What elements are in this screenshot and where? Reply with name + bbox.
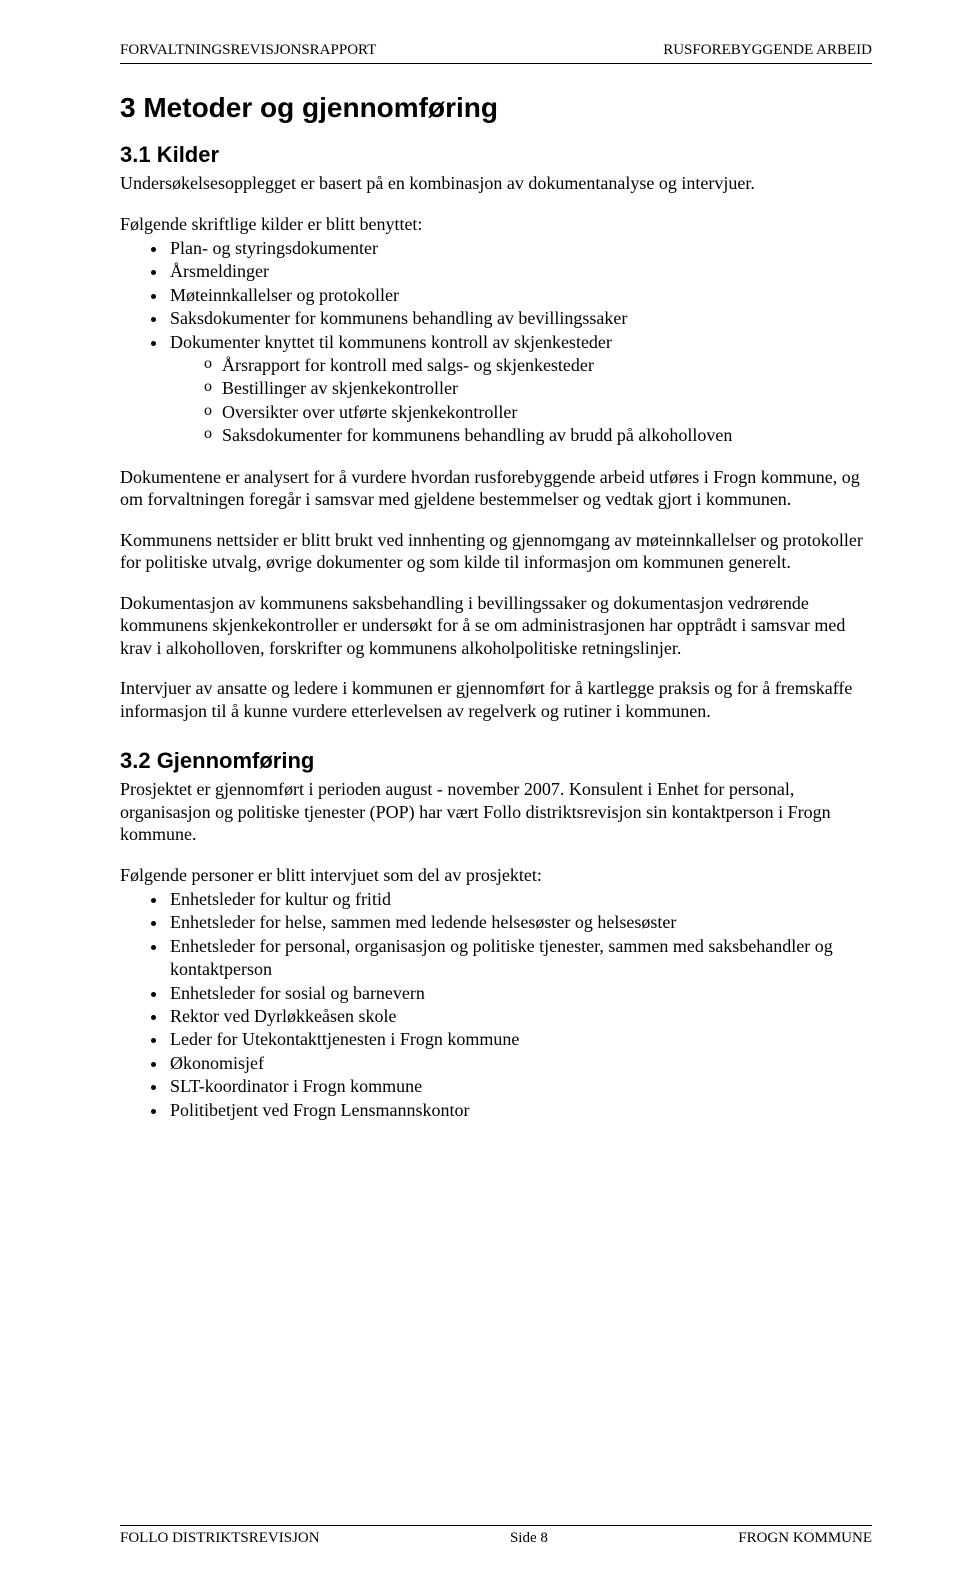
section-title: 3 Metoder og gjennomføring <box>120 92 872 124</box>
sources-lead: Følgende skriftlige kilder er blitt beny… <box>120 213 872 236</box>
running-header: FORVALTNINGSREVISJONSRAPPORT RUSFOREBYGG… <box>120 42 872 64</box>
list-item-text: Oversikter over utførte skjenkekontrolle… <box>222 402 517 422</box>
list-item-text: Årsmeldinger <box>170 261 269 281</box>
list-item-text: Økonomisjef <box>170 1053 264 1073</box>
list-item: Rektor ved Dyrløkkeåsen skole <box>168 1005 872 1028</box>
list-item: Økonomisjef <box>168 1052 872 1075</box>
paragraph-intro: Undersøkelsesopplegget er basert på en k… <box>120 172 872 195</box>
list-item: Møteinnkallelser og protokoller <box>168 284 872 307</box>
sources-list: Plan- og styringsdokumenter Årsmeldinger… <box>120 237 872 448</box>
list-item-text: Saksdokumenter for kommunens behandling … <box>222 425 732 445</box>
list-item: Politibetjent ved Frogn Lensmannskontor <box>168 1099 872 1122</box>
sub-sources-list: Årsrapport for kontroll med salgs- og sk… <box>170 354 872 448</box>
header-left: FORVALTNINGSREVISJONSRAPPORT <box>120 42 376 59</box>
list-item-text: Enhetsleder for kultur og fritid <box>170 889 391 909</box>
list-item-text: Bestillinger av skjenkekontroller <box>222 378 458 398</box>
list-item: Oversikter over utførte skjenkekontrolle… <box>204 401 872 424</box>
list-item-text: Enhetsleder for sosial og barnevern <box>170 983 425 1003</box>
list-item-text: Dokumenter knyttet til kommunens kontrol… <box>170 332 612 352</box>
paragraph-nett: Kommunens nettsider er blitt brukt ved i… <box>120 529 872 574</box>
list-item: Enhetsleder for helse, sammen med ledend… <box>168 911 872 934</box>
footer-right: FROGN KOMMUNE <box>738 1530 872 1547</box>
list-item: Enhetsleder for personal, organisasjon o… <box>168 935 872 982</box>
list-item: Leder for Utekontakttjenesten i Frogn ko… <box>168 1028 872 1051</box>
list-item: Årsrapport for kontroll med salgs- og sk… <box>204 354 872 377</box>
list-item-text: Årsrapport for kontroll med salgs- og sk… <box>222 355 594 375</box>
list-item: Bestillinger av skjenkekontroller <box>204 377 872 400</box>
paragraph-dokumentasjon: Dokumentasjon av kommunens saksbehandlin… <box>120 592 872 660</box>
footer-left: FOLLO DISTRIKTSREVISJON <box>120 1530 320 1547</box>
list-item-text: Politibetjent ved Frogn Lensmannskontor <box>170 1100 469 1120</box>
persons-list: Enhetsleder for kultur og fritid Enhetsl… <box>120 888 872 1122</box>
list-item-text: Leder for Utekontakttjenesten i Frogn ko… <box>170 1029 519 1049</box>
list-item-text: Saksdokumenter for kommunens behandling … <box>170 308 627 328</box>
list-item: Saksdokumenter for kommunens behandling … <box>204 424 872 447</box>
list-item: SLT-koordinator i Frogn kommune <box>168 1075 872 1098</box>
subsection-3-2-title: 3.2 Gjennomføring <box>120 748 872 774</box>
list-item: Årsmeldinger <box>168 260 872 283</box>
header-right: RUSFOREBYGGENDE ARBEID <box>663 42 872 59</box>
subsection-3-1-title: 3.1 Kilder <box>120 142 872 168</box>
list-item-text: Møteinnkallelser og protokoller <box>170 285 399 305</box>
paragraph-prosjekt: Prosjektet er gjennomført i perioden aug… <box>120 778 872 846</box>
list-item: Saksdokumenter for kommunens behandling … <box>168 307 872 330</box>
persons-lead: Følgende personer er blitt intervjuet so… <box>120 864 872 887</box>
running-footer: FOLLO DISTRIKTSREVISJON Side 8 FROGN KOM… <box>120 1525 872 1547</box>
page: FORVALTNINGSREVISJONSRAPPORT RUSFOREBYGG… <box>0 0 960 1585</box>
list-item-text: Rektor ved Dyrløkkeåsen skole <box>170 1006 396 1026</box>
list-item: Plan- og styringsdokumenter <box>168 237 872 260</box>
list-item-text: SLT-koordinator i Frogn kommune <box>170 1076 422 1096</box>
paragraph-docs: Dokumentene er analysert for å vurdere h… <box>120 466 872 511</box>
list-item: Enhetsleder for kultur og fritid <box>168 888 872 911</box>
list-item-text: Plan- og styringsdokumenter <box>170 238 378 258</box>
list-item: Dokumenter knyttet til kommunens kontrol… <box>168 331 872 448</box>
footer-center: Side 8 <box>510 1530 548 1547</box>
list-item-text: Enhetsleder for personal, organisasjon o… <box>170 936 833 979</box>
list-item-text: Enhetsleder for helse, sammen med ledend… <box>170 912 676 932</box>
footer-line: FOLLO DISTRIKTSREVISJON Side 8 FROGN KOM… <box>120 1525 872 1547</box>
paragraph-intervjuer: Intervjuer av ansatte og ledere i kommun… <box>120 677 872 722</box>
list-item: Enhetsleder for sosial og barnevern <box>168 982 872 1005</box>
